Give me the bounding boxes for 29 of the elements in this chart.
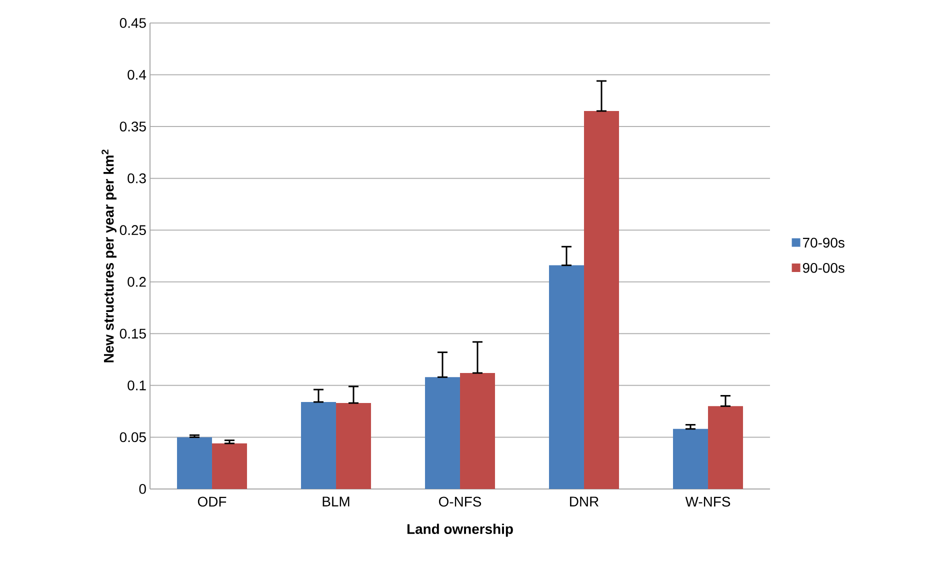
x-tick-label: BLM <box>322 496 350 506</box>
x-axis-title: Land ownership <box>407 524 513 537</box>
y-tick-label: 0.05 <box>120 432 146 442</box>
bar <box>301 402 336 489</box>
bar <box>460 373 496 489</box>
y-tick-label: 0.3 <box>128 173 146 184</box>
y-tick-label: 0.35 <box>120 122 146 132</box>
bar <box>212 443 248 489</box>
y-tick-label: 0 <box>139 484 146 494</box>
x-tick-label: DNR <box>570 496 598 506</box>
bar <box>708 406 744 489</box>
x-tick-label: O-NFS <box>438 496 482 507</box>
bar <box>584 111 620 489</box>
legend-label: 70-90s <box>803 238 844 248</box>
y-tick-label: 0.15 <box>120 328 146 339</box>
bar <box>336 403 372 489</box>
y-axis-title: New structures per year per km$^{2}$ <box>102 150 116 362</box>
bar <box>425 377 460 489</box>
y-tick-label: 0.2 <box>128 276 146 287</box>
legend-label: 90-00s <box>802 262 844 273</box>
y-tick-label: 0.45 <box>120 18 146 28</box>
y-tick-label: 0.1 <box>128 380 146 390</box>
bar <box>177 437 212 489</box>
x-tick-label: ODF <box>198 496 226 507</box>
bar <box>549 265 584 489</box>
y-tick-label: 0.25 <box>120 225 146 236</box>
bar <box>673 428 708 489</box>
x-tick-label: W-NFS <box>685 496 730 507</box>
y-tick-label: 0.4 <box>128 70 146 80</box>
